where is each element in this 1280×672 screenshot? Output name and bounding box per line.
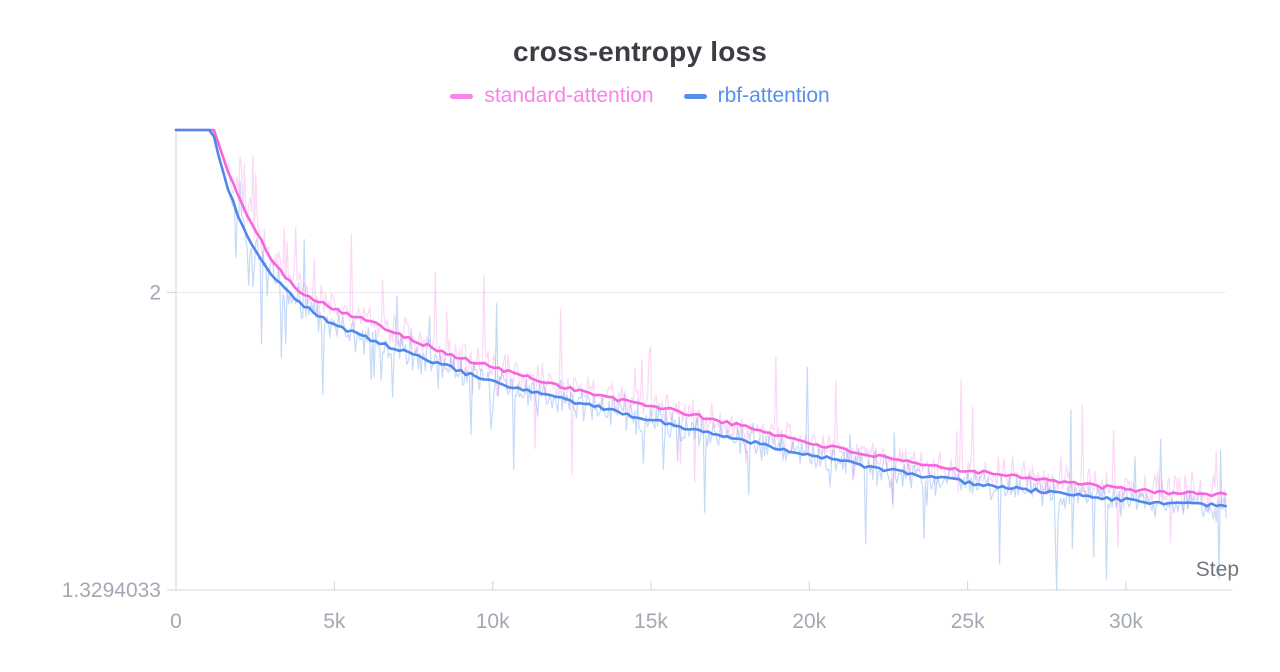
x-tick-label-15k: 15k — [634, 610, 668, 633]
x-tick-label-30k: 30k — [1109, 610, 1143, 633]
legend-dash-standard-attention — [450, 93, 474, 99]
chart-title: cross-entropy loss — [512, 36, 768, 67]
x-tick-label-25k: 25k — [951, 610, 985, 633]
y-tick-label-2: 2 — [149, 281, 161, 304]
smoothed-line-rbf-attention — [174, 128, 1227, 508]
x-tick-label-20k: 20k — [792, 610, 826, 633]
raw-trace-rbf-attention — [175, 129, 1227, 591]
legend-label-standard-attention: standard-attention — [484, 84, 654, 107]
smoothed-line-standard-attention — [174, 128, 1227, 498]
x-tick-label-0: 0 — [170, 610, 182, 633]
legend-label-rbf-attention: rbf-attention — [717, 84, 830, 107]
legend-dash-rbf-attention — [683, 93, 707, 99]
x-tick-label-5k: 5k — [323, 610, 346, 633]
raw-trace-standard-attention — [175, 129, 1227, 548]
y-tick-label-1.3294033: 1.3294033 — [62, 579, 161, 602]
x-axis-title: Step — [1196, 558, 1239, 581]
x-tick-label-10k: 10k — [476, 610, 510, 633]
legend-item-rbf-attention[interactable]: rbf-attention — [683, 84, 830, 108]
chart-legend: standard-attention rbf-attention — [0, 84, 1280, 108]
legend-item-standard-attention[interactable]: standard-attention — [450, 84, 654, 108]
